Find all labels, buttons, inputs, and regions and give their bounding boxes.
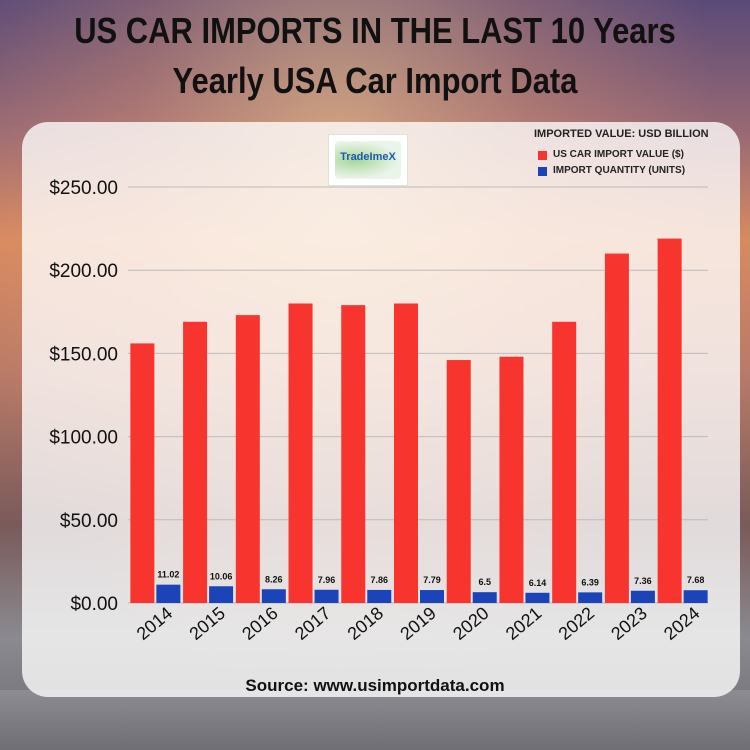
- x-tick-label: 2024: [660, 603, 704, 644]
- legend-label: US CAR IMPORT VALUE ($): [553, 149, 684, 160]
- bar-import-value: [394, 303, 418, 603]
- bar-import-value: [604, 253, 629, 603]
- y-tick-label: $250.00: [49, 178, 118, 199]
- bar-import-quantity: [156, 584, 181, 603]
- chart-title: US CAR IMPORTS IN THE LAST 10 Years: [74, 10, 676, 51]
- data-label: 6.39: [581, 577, 599, 587]
- bar-import-value: [183, 321, 208, 603]
- bar-import-quantity: [630, 590, 655, 603]
- y-tick-label: $0.00: [70, 594, 118, 615]
- data-label: 6.5: [478, 577, 491, 587]
- x-tick-label: 2022: [555, 603, 599, 644]
- data-label: 7.86: [371, 575, 389, 585]
- legend-title: IMPORTED VALUE: USD BILLION: [534, 128, 709, 140]
- bar-import-value: [552, 321, 577, 603]
- x-tick-label: 2020: [449, 603, 493, 644]
- y-tick-label: $200.00: [49, 261, 118, 282]
- source-credit: Source: www.usimportdata.com: [245, 676, 505, 695]
- data-label: 7.68: [687, 575, 705, 585]
- data-label: 7.96: [318, 575, 336, 585]
- bar-import-value: [657, 238, 682, 604]
- logo-text: TradeImeX: [340, 151, 396, 163]
- x-tick-label: 2017: [291, 603, 335, 644]
- bar-import-quantity: [367, 589, 392, 603]
- bar-import-quantity: [472, 592, 497, 603]
- bar-import-value: [288, 303, 313, 603]
- bar-import-value: [341, 305, 366, 603]
- tradeimex-logo: TradeImeX: [328, 134, 408, 186]
- bar-import-quantity: [420, 590, 444, 603]
- data-label: 8.26: [265, 574, 283, 584]
- x-tick-label: 2018: [344, 603, 388, 644]
- bar-import-quantity: [314, 589, 339, 603]
- bar-import-value: [130, 343, 155, 603]
- data-label: 7.79: [423, 575, 441, 585]
- data-label: 11.02: [157, 570, 179, 580]
- bar-import-quantity: [525, 592, 550, 603]
- bar-import-quantity: [578, 592, 603, 603]
- data-label: 7.36: [634, 576, 652, 586]
- bar-import-value: [499, 356, 524, 603]
- world-map-icon: [335, 141, 401, 179]
- legend-label: IMPORT QUANTITY (UNITS): [553, 165, 686, 176]
- bar-import-quantity: [683, 590, 708, 603]
- x-tick-label: 2015: [185, 603, 229, 644]
- bar-import-value: [235, 315, 260, 603]
- x-tick-label: 2019: [396, 603, 440, 644]
- y-tick-label: $50.00: [60, 511, 118, 532]
- chart-subtitle: Yearly USA Car Import Data: [172, 60, 578, 101]
- bar-import-quantity: [261, 589, 286, 603]
- data-label: 6.14: [529, 578, 547, 588]
- x-tick-label: 2021: [502, 603, 546, 644]
- y-tick-label: $100.00: [49, 428, 118, 449]
- bar-import-value: [446, 360, 471, 603]
- x-tick-label: 2023: [607, 603, 651, 644]
- y-tick-label: $150.00: [49, 344, 118, 365]
- legend-swatch-blue: [538, 167, 547, 176]
- background-road: [0, 690, 750, 750]
- x-tick-label: 2016: [238, 603, 282, 644]
- bar-import-quantity: [209, 586, 234, 603]
- data-label: 10.06: [210, 571, 233, 581]
- x-tick-label: 2014: [133, 603, 177, 644]
- legend-swatch-red: [538, 151, 547, 160]
